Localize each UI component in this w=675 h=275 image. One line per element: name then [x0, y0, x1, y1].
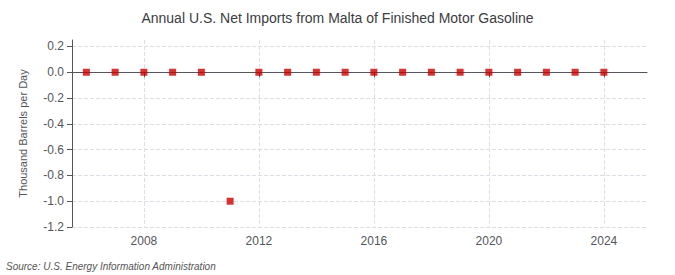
svg-text:Annual U.S. Net Imports from M: Annual U.S. Net Imports from Malta of Fi…: [141, 10, 533, 26]
svg-text:Source: U.S. Energy Informatio: Source: U.S. Energy Information Administ…: [6, 261, 216, 272]
svg-text:-0.8: -0.8: [43, 168, 64, 182]
svg-text:-1.2: -1.2: [43, 220, 64, 234]
svg-text:2024: 2024: [591, 234, 618, 248]
svg-text:2012: 2012: [246, 234, 273, 248]
svg-text:Thousand Barrels per Day: Thousand Barrels per Day: [17, 69, 29, 198]
svg-text:0.2: 0.2: [47, 39, 64, 53]
svg-text:2020: 2020: [476, 234, 503, 248]
svg-text:-1.0: -1.0: [43, 194, 64, 208]
svg-text:-0.2: -0.2: [43, 91, 64, 105]
svg-text:2016: 2016: [361, 234, 388, 248]
svg-text:-0.4: -0.4: [43, 117, 64, 131]
svg-text:0.0: 0.0: [47, 65, 64, 79]
svg-text:2008: 2008: [131, 234, 158, 248]
svg-text:-0.6: -0.6: [43, 143, 64, 157]
